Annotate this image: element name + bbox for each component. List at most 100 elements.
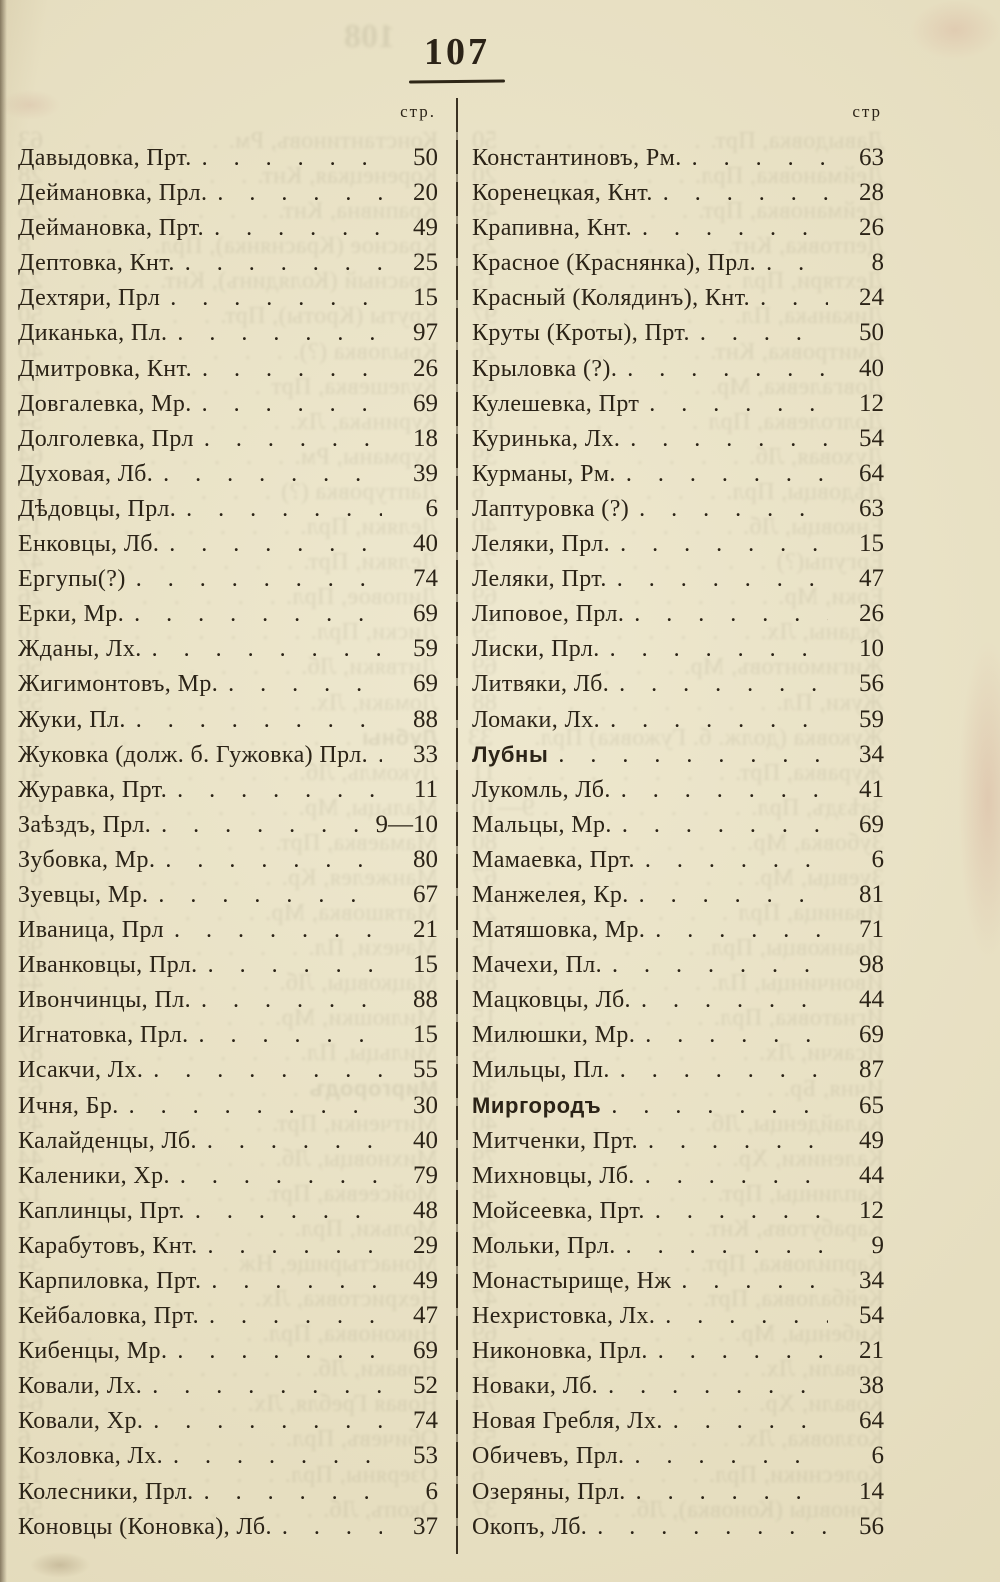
index-entry: Лаптуровка (?)........................ 63	[472, 491, 884, 526]
dot-leader: ........................	[609, 636, 828, 663]
index-entry: Мацковцы, Лб......................... 44	[472, 982, 884, 1017]
index-entry: Ивончинцы, Пл......................... 88	[18, 982, 438, 1017]
entry-page: 6	[871, 1442, 885, 1470]
dot-leader: ........................	[642, 215, 828, 242]
column-header-str: стр.	[400, 102, 436, 121]
entry-name: Новая Гребля, Лх.	[472, 1408, 663, 1435]
entry-name: Мальцы, Мр.	[472, 811, 612, 838]
entry-name: Лаптуровка (?)	[472, 495, 630, 522]
entry-page: 44	[859, 986, 884, 1014]
entry-page: 33	[413, 740, 438, 768]
dot-leader: ........................	[662, 180, 828, 207]
page-number: 107	[424, 31, 490, 73]
scan-edge-shadow	[0, 0, 7, 1582]
entry-page: 52	[413, 1372, 438, 1400]
index-entry: Мильцы, Пл......................... 87	[472, 1052, 884, 1087]
entry-name: Довгалевка, Мр.	[18, 390, 192, 417]
entry-name: Манжелея, Кр.	[472, 881, 629, 908]
index-entry: Енковцы, Лб......................... 40	[18, 526, 438, 561]
index-entry: Милюшки, Мр......................... 69	[472, 1017, 884, 1052]
dot-leader: ........................	[640, 987, 828, 1014]
index-entry: Дептовка, Кнт......................... 25	[18, 245, 438, 280]
entry-page: 14	[859, 1477, 884, 1505]
entry-page: 40	[859, 354, 884, 382]
entry-page: 81	[859, 880, 884, 908]
entry-page: 11	[413, 775, 438, 803]
entry-page: 67	[413, 880, 438, 908]
index-entry: Лукомль, Лб......................... 41	[472, 772, 884, 807]
entry-name: Духовая, Лб.	[18, 460, 154, 487]
dot-leader: ........................	[657, 1338, 828, 1365]
entry-name: Озеряны, Прл.	[472, 1478, 626, 1505]
dot-leader: ........................	[203, 1478, 382, 1505]
entry-name: Коренецкая, Кнт.	[472, 180, 653, 207]
index-entry: Ергупы(?)........................ 74	[18, 561, 438, 596]
dot-leader: ........................	[681, 1268, 828, 1294]
entry-page: 6	[425, 494, 439, 522]
entry-name: Долголевка, Прл	[18, 425, 194, 452]
dot-leader: ........................	[672, 1408, 828, 1435]
entry-name: Ивончинцы, Пл.	[18, 987, 191, 1014]
dot-leader: ........................	[184, 250, 382, 277]
dot-leader: ........................	[214, 215, 382, 242]
entry-name: Мачехи, Пл.	[472, 952, 602, 979]
index-entry: Ломаки, Лх......................... 59	[472, 702, 884, 737]
entry-name: Курманы, Рм.	[472, 460, 616, 487]
entry-name: Монастырище, Нж	[472, 1268, 672, 1294]
index-entry: Мойсеевка, Прт......................... 1…	[472, 1193, 884, 1228]
entry-page: 10	[859, 635, 884, 663]
entry-name: Лубны	[472, 741, 549, 767]
entry-name: Мойсеевка, Прт.	[472, 1197, 645, 1224]
entry-page: 6	[871, 845, 885, 873]
index-entry: Круты (Кроты), Прт......................…	[472, 315, 884, 350]
entry-name: Иваница, Прл	[18, 917, 164, 944]
index-entry: Зуевцы, Мр......................... 67	[18, 877, 438, 912]
entry-page: 71	[859, 916, 884, 944]
dot-leader: ........................	[619, 671, 828, 698]
entry-page: 44	[859, 1161, 884, 1189]
index-entry: Красный (Колядинъ), Кнт.................…	[472, 280, 884, 315]
index-entry: Ерки, Мр......................... 69	[18, 596, 438, 631]
entry-name: Каленики, Хр.	[18, 1162, 170, 1189]
index-entry: Колесники, Прл......................... 6	[18, 1474, 438, 1509]
entry-page: 74	[413, 565, 438, 593]
entry-page: 40	[413, 1126, 438, 1154]
index-entry: Игнатовка, Прл......................... 1…	[18, 1017, 438, 1052]
dot-leader: ........................	[209, 1303, 382, 1330]
entry-page: 74	[413, 1407, 438, 1435]
entry-name: Ергупы(?)	[18, 566, 126, 593]
entry-page: 80	[413, 845, 438, 873]
index-entry: Диканька, Пл......................... 97	[18, 315, 438, 350]
entry-page: 59	[859, 705, 884, 733]
index-entry: Давыдовка, Прт......................... 5…	[18, 140, 438, 175]
entry-page: 12	[859, 1196, 884, 1224]
entry-name: Журавка, Прт.	[18, 776, 168, 803]
index-entry: Жуки, Пл......................... 88	[18, 702, 438, 737]
dot-leader: ........................	[608, 1373, 828, 1400]
entry-page: 69	[413, 389, 438, 417]
entry-page: 50	[859, 319, 884, 347]
entry-name: Куринька, Лх.	[472, 425, 621, 452]
entry-name: Кулешевка, Прт	[472, 390, 640, 417]
index-entry: Ковали, Хр......................... 74	[18, 1403, 438, 1438]
dot-leader: ........................	[378, 738, 382, 773]
column-header-str: стр	[852, 102, 882, 121]
index-entry: Иваница, Прл........................ 21	[18, 912, 438, 947]
index-entry: Заѣздъ, Прл......................... 9—10	[18, 807, 438, 842]
entry-page: 38	[859, 1372, 884, 1400]
entry-page: 9—10	[375, 810, 439, 838]
entry-page: 26	[859, 214, 884, 242]
entry-page: 56	[859, 1512, 884, 1540]
dot-leader: ........................	[625, 1232, 828, 1259]
entry-name: Окопъ, Лб.	[472, 1513, 588, 1540]
entry-page: 47	[859, 565, 884, 593]
entry-name: Жуки, Пл.	[18, 706, 126, 733]
entry-name: Крапивна, Кнт.	[472, 215, 632, 242]
entry-name: Давыдовка, Прт.	[18, 145, 192, 171]
entry-page: 8	[871, 249, 885, 277]
dot-leader: ........................	[170, 285, 382, 312]
entry-name: Новаки, Лб.	[472, 1373, 599, 1400]
index-entry: Окопъ, Лб......................... 56	[472, 1509, 884, 1544]
dot-leader: ........................	[634, 1443, 828, 1470]
entry-page: 98	[859, 951, 884, 979]
